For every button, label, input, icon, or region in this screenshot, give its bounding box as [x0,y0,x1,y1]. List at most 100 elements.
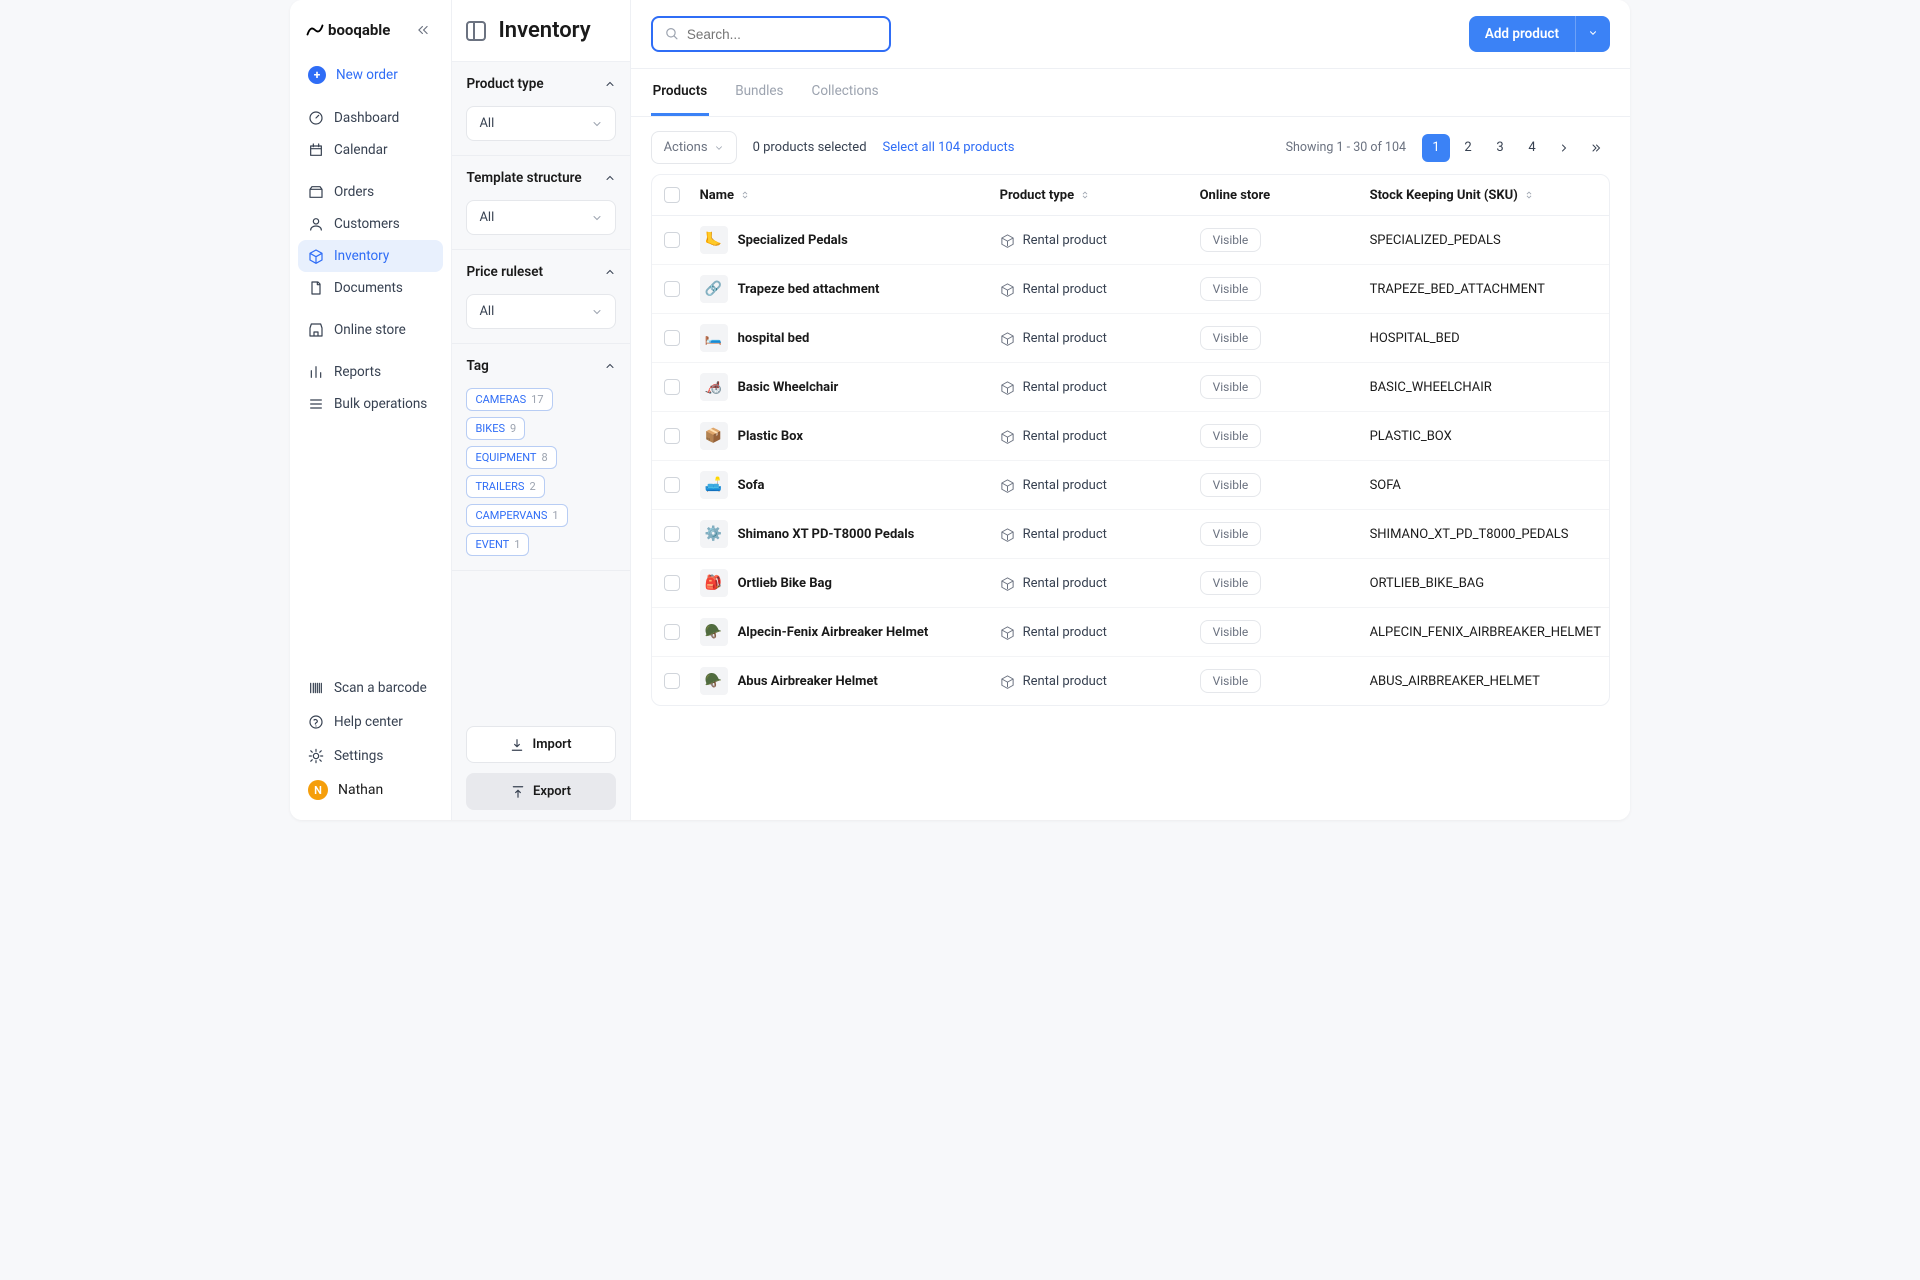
sidebar-item-customers[interactable]: Customers [298,208,443,240]
cube-icon [1000,527,1015,542]
filter-2-select[interactable]: All [466,294,615,329]
row-checkbox[interactable] [664,526,680,542]
product-thumbnail: 🎒 [700,569,728,597]
actions-dropdown[interactable]: Actions [651,131,737,164]
sidebar-item-settings[interactable]: Settings [298,740,443,772]
table-row[interactable]: 🦶 Specialized Pedals Rental product Visi… [652,216,1609,265]
search-box[interactable] [651,16,891,52]
page-1[interactable]: 1 [1422,134,1450,162]
sidebar-item-orders[interactable]: Orders [298,176,443,208]
visibility-badge[interactable]: Visible [1200,375,1262,399]
sidebar-collapse-button[interactable] [411,18,435,42]
sidebar-item-scan-a-barcode[interactable]: Scan a barcode [298,672,443,704]
tag-trailers[interactable]: TRAILERS 2 [466,475,544,498]
visibility-badge[interactable]: Visible [1200,424,1262,448]
tab-collections[interactable]: Collections [810,69,881,116]
visibility-badge[interactable]: Visible [1200,228,1262,252]
sidebar-item-online-store[interactable]: Online store [298,314,443,346]
tag-campervans[interactable]: CAMPERVANS 1 [466,504,567,527]
col-name[interactable]: Name [692,188,992,203]
table-row[interactable]: 🪖 Alpecin-Fenix Airbreaker Helmet Rental… [652,608,1609,657]
sidebar-item-dashboard[interactable]: Dashboard [298,102,443,134]
brand-logo[interactable]: booqable [306,21,390,39]
page-4[interactable]: 4 [1518,134,1546,162]
tag-count: 1 [514,538,520,551]
row-checkbox[interactable] [664,477,680,493]
row-checkbox[interactable] [664,673,680,689]
col-sku[interactable]: Stock Keeping Unit (SKU) [1362,188,1609,203]
tag-bikes[interactable]: BIKES 9 [466,417,525,440]
filter-tag-toggle[interactable]: Tag [466,354,615,378]
row-checkbox[interactable] [664,281,680,297]
panel-icon[interactable] [466,21,486,41]
table-row[interactable]: 🦽 Basic Wheelchair Rental product Visibl… [652,363,1609,412]
add-product-button[interactable]: Add product [1469,16,1610,52]
table-row[interactable]: 📦 Plastic Box Rental product Visible PLA… [652,412,1609,461]
visibility-badge[interactable]: Visible [1200,473,1262,497]
sidebar-item-calendar[interactable]: Calendar [298,134,443,166]
filter-0-select[interactable]: All [466,106,615,141]
page-3[interactable]: 3 [1486,134,1514,162]
import-button[interactable]: Import [466,726,615,763]
select-all-link[interactable]: Select all 104 products [883,140,1015,155]
row-checkbox[interactable] [664,428,680,444]
tag-cameras[interactable]: CAMERAS 17 [466,388,552,411]
row-checkbox[interactable] [664,330,680,346]
product-thumbnail: 🛋️ [700,471,728,499]
page-last[interactable] [1582,134,1610,162]
row-checkbox[interactable] [664,232,680,248]
filter-1-toggle[interactable]: Template structure [466,166,615,190]
tab-bundles[interactable]: Bundles [733,69,785,116]
filter-0-value: All [479,116,494,131]
col-product-type[interactable]: Product type [992,188,1192,203]
visibility-badge[interactable]: Visible [1200,620,1262,644]
table-row[interactable]: 🔗 Trapeze bed attachment Rental product … [652,265,1609,314]
visibility-badge[interactable]: Visible [1200,522,1262,546]
col-ptype-label: Product type [1000,188,1075,203]
tag-count: 9 [510,422,516,435]
tag-count: 8 [541,451,547,464]
product-type-value: Rental product [1023,674,1107,689]
tag-event[interactable]: EVENT 1 [466,533,529,556]
product-sku: SPECIALIZED_PEDALS [1362,233,1609,248]
sidebar-item-inventory[interactable]: Inventory [298,240,443,272]
row-checkbox[interactable] [664,624,680,640]
product-thumbnail: 🔗 [700,275,728,303]
product-thumbnail: 🪖 [700,667,728,695]
sort-icon [1080,190,1090,200]
table-row[interactable]: ⚙️ Shimano XT PD-T8000 Pedals Rental pro… [652,510,1609,559]
filter-2-toggle[interactable]: Price ruleset [466,260,615,284]
actions-label: Actions [664,140,708,155]
table-row[interactable]: 🛏️ hospital bed Rental product Visible H… [652,314,1609,363]
add-product-dropdown[interactable] [1575,16,1610,52]
tag-equipment[interactable]: EQUIPMENT 8 [466,446,556,469]
visibility-badge[interactable]: Visible [1200,669,1262,693]
new-order-button[interactable]: + New order [298,58,443,92]
brand-name: booqable [328,21,390,39]
user-menu[interactable]: N Nathan [298,772,443,808]
export-button[interactable]: Export [466,773,615,810]
visibility-badge[interactable]: Visible [1200,277,1262,301]
sidebar-item-bulk-operations[interactable]: Bulk operations [298,388,443,420]
chevron-left-double-icon [416,23,430,37]
sidebar-item-documents[interactable]: Documents [298,272,443,304]
nav-label: Dashboard [334,110,399,126]
table-row[interactable]: 🎒 Ortlieb Bike Bag Rental product Visibl… [652,559,1609,608]
filter-0-toggle[interactable]: Product type [466,72,615,96]
table-row[interactable]: 🪖 Abus Airbreaker Helmet Rental product … [652,657,1609,705]
table-row[interactable]: 🛋️ Sofa Rental product Visible SOFA [652,461,1609,510]
page-next[interactable] [1550,134,1578,162]
search-input[interactable] [687,27,877,42]
tab-products[interactable]: Products [651,69,710,116]
nav-label: Inventory [334,248,389,264]
row-checkbox[interactable] [664,575,680,591]
filter-1-select[interactable]: All [466,200,615,235]
visibility-badge[interactable]: Visible [1200,571,1262,595]
page-2[interactable]: 2 [1454,134,1482,162]
sidebar-item-reports[interactable]: Reports [298,356,443,388]
sidebar-item-help-center[interactable]: Help center [298,706,443,738]
visibility-badge[interactable]: Visible [1200,326,1262,350]
row-checkbox[interactable] [664,379,680,395]
product-type-value: Rental product [1023,282,1107,297]
select-all-checkbox[interactable] [664,187,680,203]
